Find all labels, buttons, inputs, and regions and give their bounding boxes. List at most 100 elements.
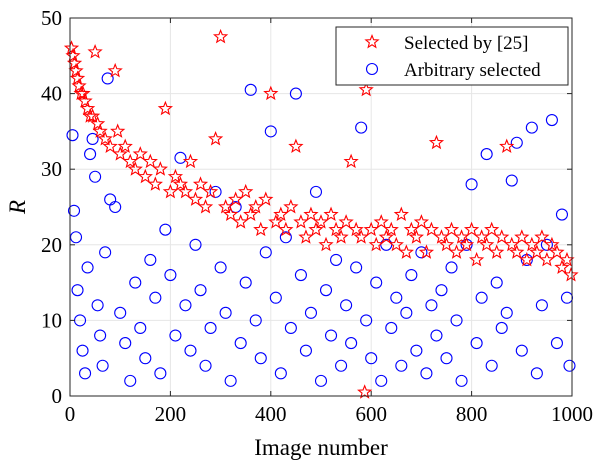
- circle-point: [330, 253, 343, 266]
- star-point: [318, 236, 334, 252]
- circle-point: [435, 284, 448, 297]
- star-point: [87, 44, 103, 59]
- star-point: [172, 176, 189, 191]
- star-point: [363, 221, 379, 237]
- x-tick-label: 0: [65, 402, 76, 426]
- circle-point: [365, 352, 378, 365]
- star-point: [258, 191, 274, 206]
- x-tick-label: 200: [155, 402, 187, 426]
- circle-point: [66, 129, 79, 142]
- circle-point: [259, 246, 272, 259]
- star-point: [463, 221, 480, 237]
- star-point: [549, 244, 565, 259]
- star-point: [343, 153, 359, 169]
- circle-point: [101, 72, 114, 85]
- star-point: [89, 115, 106, 131]
- circle-point: [84, 148, 97, 161]
- star-point: [268, 214, 284, 229]
- circle-point: [199, 359, 212, 372]
- star-point: [177, 183, 194, 199]
- circle-point: [360, 314, 373, 327]
- star-point: [293, 214, 309, 229]
- circle-point: [465, 178, 478, 191]
- circle-point: [139, 352, 152, 365]
- circle-point: [355, 121, 368, 134]
- circle-point: [535, 299, 548, 312]
- star-point: [524, 236, 540, 252]
- star-point: [283, 198, 299, 214]
- star-point: [428, 134, 445, 150]
- star-point: [132, 146, 148, 161]
- star-point: [468, 251, 485, 267]
- circle-point: [194, 284, 207, 297]
- circle-point: [204, 321, 217, 335]
- star-point: [368, 236, 384, 252]
- y-tick-label: 20: [41, 233, 62, 257]
- data-points: [63, 28, 579, 399]
- series-arbitrary: [66, 72, 576, 387]
- circle-point: [114, 306, 127, 319]
- circle-point: [335, 359, 348, 372]
- circle-point: [134, 321, 147, 335]
- legend-circle-icon: [365, 62, 379, 76]
- x-tick-label: 400: [255, 402, 287, 426]
- legend: Selected by [25] Arbitrary selected: [335, 26, 569, 86]
- star-point: [112, 146, 128, 161]
- circle-point: [540, 238, 553, 251]
- star-point: [288, 138, 304, 154]
- circle-point: [254, 352, 267, 365]
- star-point: [122, 153, 138, 169]
- circle-point: [274, 367, 287, 380]
- circle-point: [345, 337, 358, 350]
- circle-point: [184, 344, 197, 357]
- circle-point: [284, 321, 297, 335]
- circle-point: [119, 337, 132, 350]
- y-tick-label: 40: [41, 82, 62, 106]
- circle-point: [430, 329, 443, 342]
- star-point: [152, 161, 168, 176]
- star-point: [357, 384, 373, 399]
- star-point: [393, 206, 409, 222]
- star-point: [448, 244, 465, 259]
- star-point: [499, 138, 515, 154]
- circle-point: [289, 87, 302, 100]
- y-axis-label: R: [5, 200, 30, 215]
- circle-point: [89, 170, 102, 183]
- star-point: [253, 221, 269, 237]
- circle-point: [375, 374, 388, 387]
- star-point: [323, 206, 339, 222]
- star-point: [519, 251, 535, 267]
- star-point: [238, 183, 254, 199]
- legend-label-selected: Selected by [25]: [404, 33, 529, 54]
- star-point: [328, 221, 344, 237]
- star-point: [212, 28, 229, 44]
- star-point: [514, 229, 530, 244]
- star-point: [413, 214, 430, 229]
- circle-point: [515, 344, 528, 357]
- circle-point: [390, 291, 403, 304]
- circle-point: [495, 321, 508, 335]
- circle-point: [109, 200, 122, 214]
- legend-marker-arbitrary: [365, 62, 379, 76]
- star-point: [157, 100, 174, 116]
- circle-point: [319, 284, 333, 297]
- legend-box: [335, 26, 569, 86]
- circle-point: [550, 337, 563, 350]
- circle-point: [410, 344, 423, 357]
- star-point: [137, 168, 153, 184]
- star-point: [273, 206, 289, 222]
- star-point: [534, 229, 550, 244]
- circle-point: [169, 329, 182, 342]
- circle-point: [425, 299, 438, 312]
- circle-point: [370, 276, 383, 289]
- star-point: [494, 229, 510, 244]
- star-point: [298, 229, 314, 244]
- circle-point: [415, 246, 428, 259]
- circle-point: [490, 276, 503, 289]
- star-point: [383, 221, 399, 237]
- circle-point: [475, 291, 488, 304]
- circle-point: [555, 208, 569, 221]
- circle-point: [385, 321, 398, 335]
- circle-point: [224, 374, 237, 387]
